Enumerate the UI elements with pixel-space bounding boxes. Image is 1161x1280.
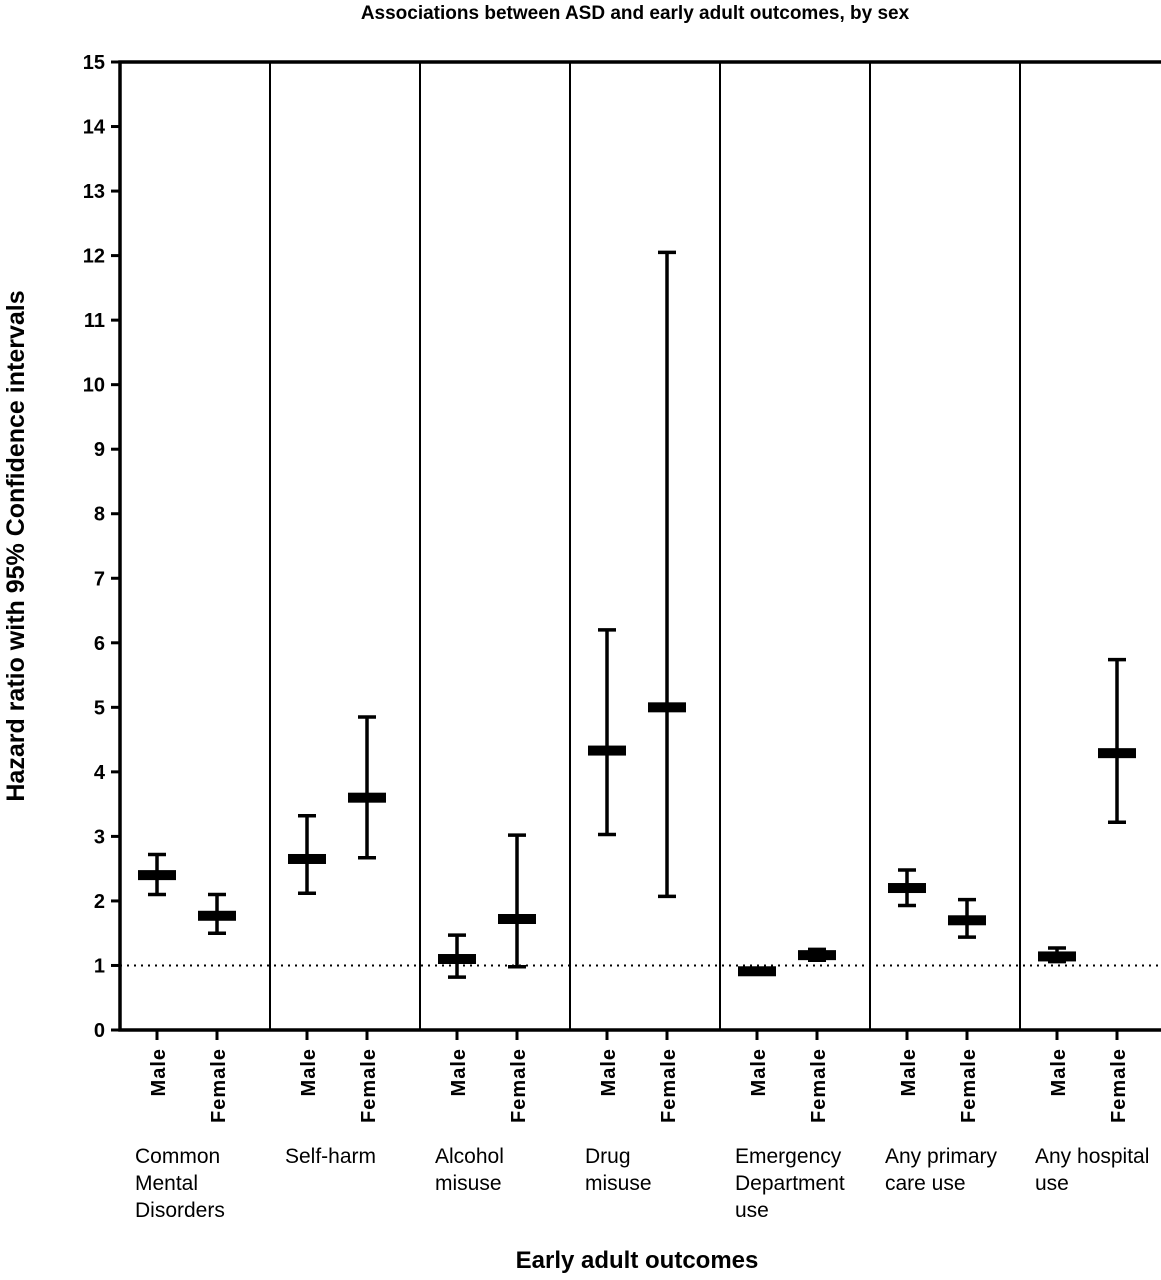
hazard-ratio-mark	[438, 954, 476, 965]
sex-label: Female	[508, 1048, 530, 1123]
group-label-line: Mental	[135, 1172, 198, 1195]
hazard-ratio-mark	[198, 910, 236, 921]
sex-label: Male	[448, 1048, 470, 1096]
group-label: Emergency Department use	[735, 1145, 845, 1222]
hazard-ratio-mark	[738, 966, 776, 977]
y-tick-label: 11	[84, 310, 105, 332]
y-tick-label: 4	[94, 762, 106, 784]
hazard-ratio-mark	[888, 883, 926, 894]
group-label: Drug misuse	[585, 1145, 652, 1195]
y-tick-label: 14	[83, 117, 106, 139]
y-tick-label: 6	[94, 633, 105, 655]
hazard-ratio-mark	[948, 915, 986, 926]
y-tick-label: 1	[94, 955, 105, 977]
y-tick-label: 8	[94, 504, 105, 526]
group-label-line: Common	[135, 1145, 220, 1168]
y-tick-label: 3	[94, 826, 105, 848]
group-label-line: Department	[735, 1172, 845, 1195]
group-label-line: Self-harm	[285, 1145, 376, 1168]
hazard-ratio-mark	[1098, 748, 1136, 759]
sex-label: Female	[358, 1048, 380, 1123]
sex-label: Male	[748, 1048, 770, 1096]
sex-label: Male	[148, 1048, 170, 1096]
hazard-ratio-mark	[288, 853, 326, 864]
y-tick-label: 15	[83, 52, 105, 74]
group-label: Common Mental Disorders	[135, 1145, 225, 1222]
sex-label: Female	[1108, 1048, 1130, 1123]
hazard-ratio-mark	[498, 914, 536, 925]
hazard-ratio-mark	[348, 792, 386, 803]
group-label: Any primary care use	[885, 1145, 998, 1195]
hazard-ratio-mark	[588, 745, 626, 756]
y-tick-label: 9	[94, 439, 105, 461]
y-tick-label: 10	[83, 375, 105, 397]
group-label-line: Disorders	[135, 1199, 225, 1222]
hazard-ratio-mark	[1038, 951, 1076, 962]
hazard-ratio-mark	[798, 950, 836, 961]
sex-label: Female	[208, 1048, 230, 1123]
group-label-line: use	[1035, 1172, 1069, 1195]
group-label-line: misuse	[435, 1172, 502, 1195]
sex-label: Female	[958, 1048, 980, 1123]
sex-label: Male	[598, 1048, 620, 1096]
y-tick-label: 7	[94, 568, 105, 590]
y-tick-label: 13	[83, 181, 105, 203]
hazard-ratio-mark	[648, 702, 686, 713]
group-label-line: care use	[885, 1172, 966, 1195]
group-label: Alcohol misuse	[435, 1145, 504, 1195]
hazard-ratio-mark	[138, 870, 176, 881]
group-label: Any hospital use	[1035, 1145, 1149, 1195]
sex-label: Male	[898, 1048, 920, 1096]
group-label-line: use	[735, 1199, 769, 1222]
group-label: Self-harm	[285, 1145, 376, 1168]
y-tick-label: 12	[83, 246, 105, 268]
y-tick-label: 0	[94, 1020, 105, 1042]
chart-title: Associations between ASD and early adult…	[361, 3, 910, 24]
y-tick-label: 5	[94, 697, 105, 719]
group-label-line: Any hospital	[1035, 1145, 1149, 1168]
sex-label: Male	[1048, 1048, 1070, 1096]
y-tick-label: 2	[94, 891, 105, 913]
sex-label: Female	[658, 1048, 680, 1123]
group-label-line: Any primary	[885, 1145, 998, 1168]
group-label-line: Emergency	[735, 1145, 842, 1168]
plot-frame	[118, 60, 1161, 1032]
group-label-line: Drug	[585, 1145, 631, 1168]
group-label-line: Alcohol	[435, 1145, 504, 1168]
sex-label: Male	[298, 1048, 320, 1096]
y-axis-label: Hazard ratio with 95% Confidence interva…	[2, 290, 30, 801]
x-axis-label: Early adult outcomes	[516, 1247, 759, 1274]
sex-label: Female	[808, 1048, 830, 1123]
group-label-line: misuse	[585, 1172, 652, 1195]
